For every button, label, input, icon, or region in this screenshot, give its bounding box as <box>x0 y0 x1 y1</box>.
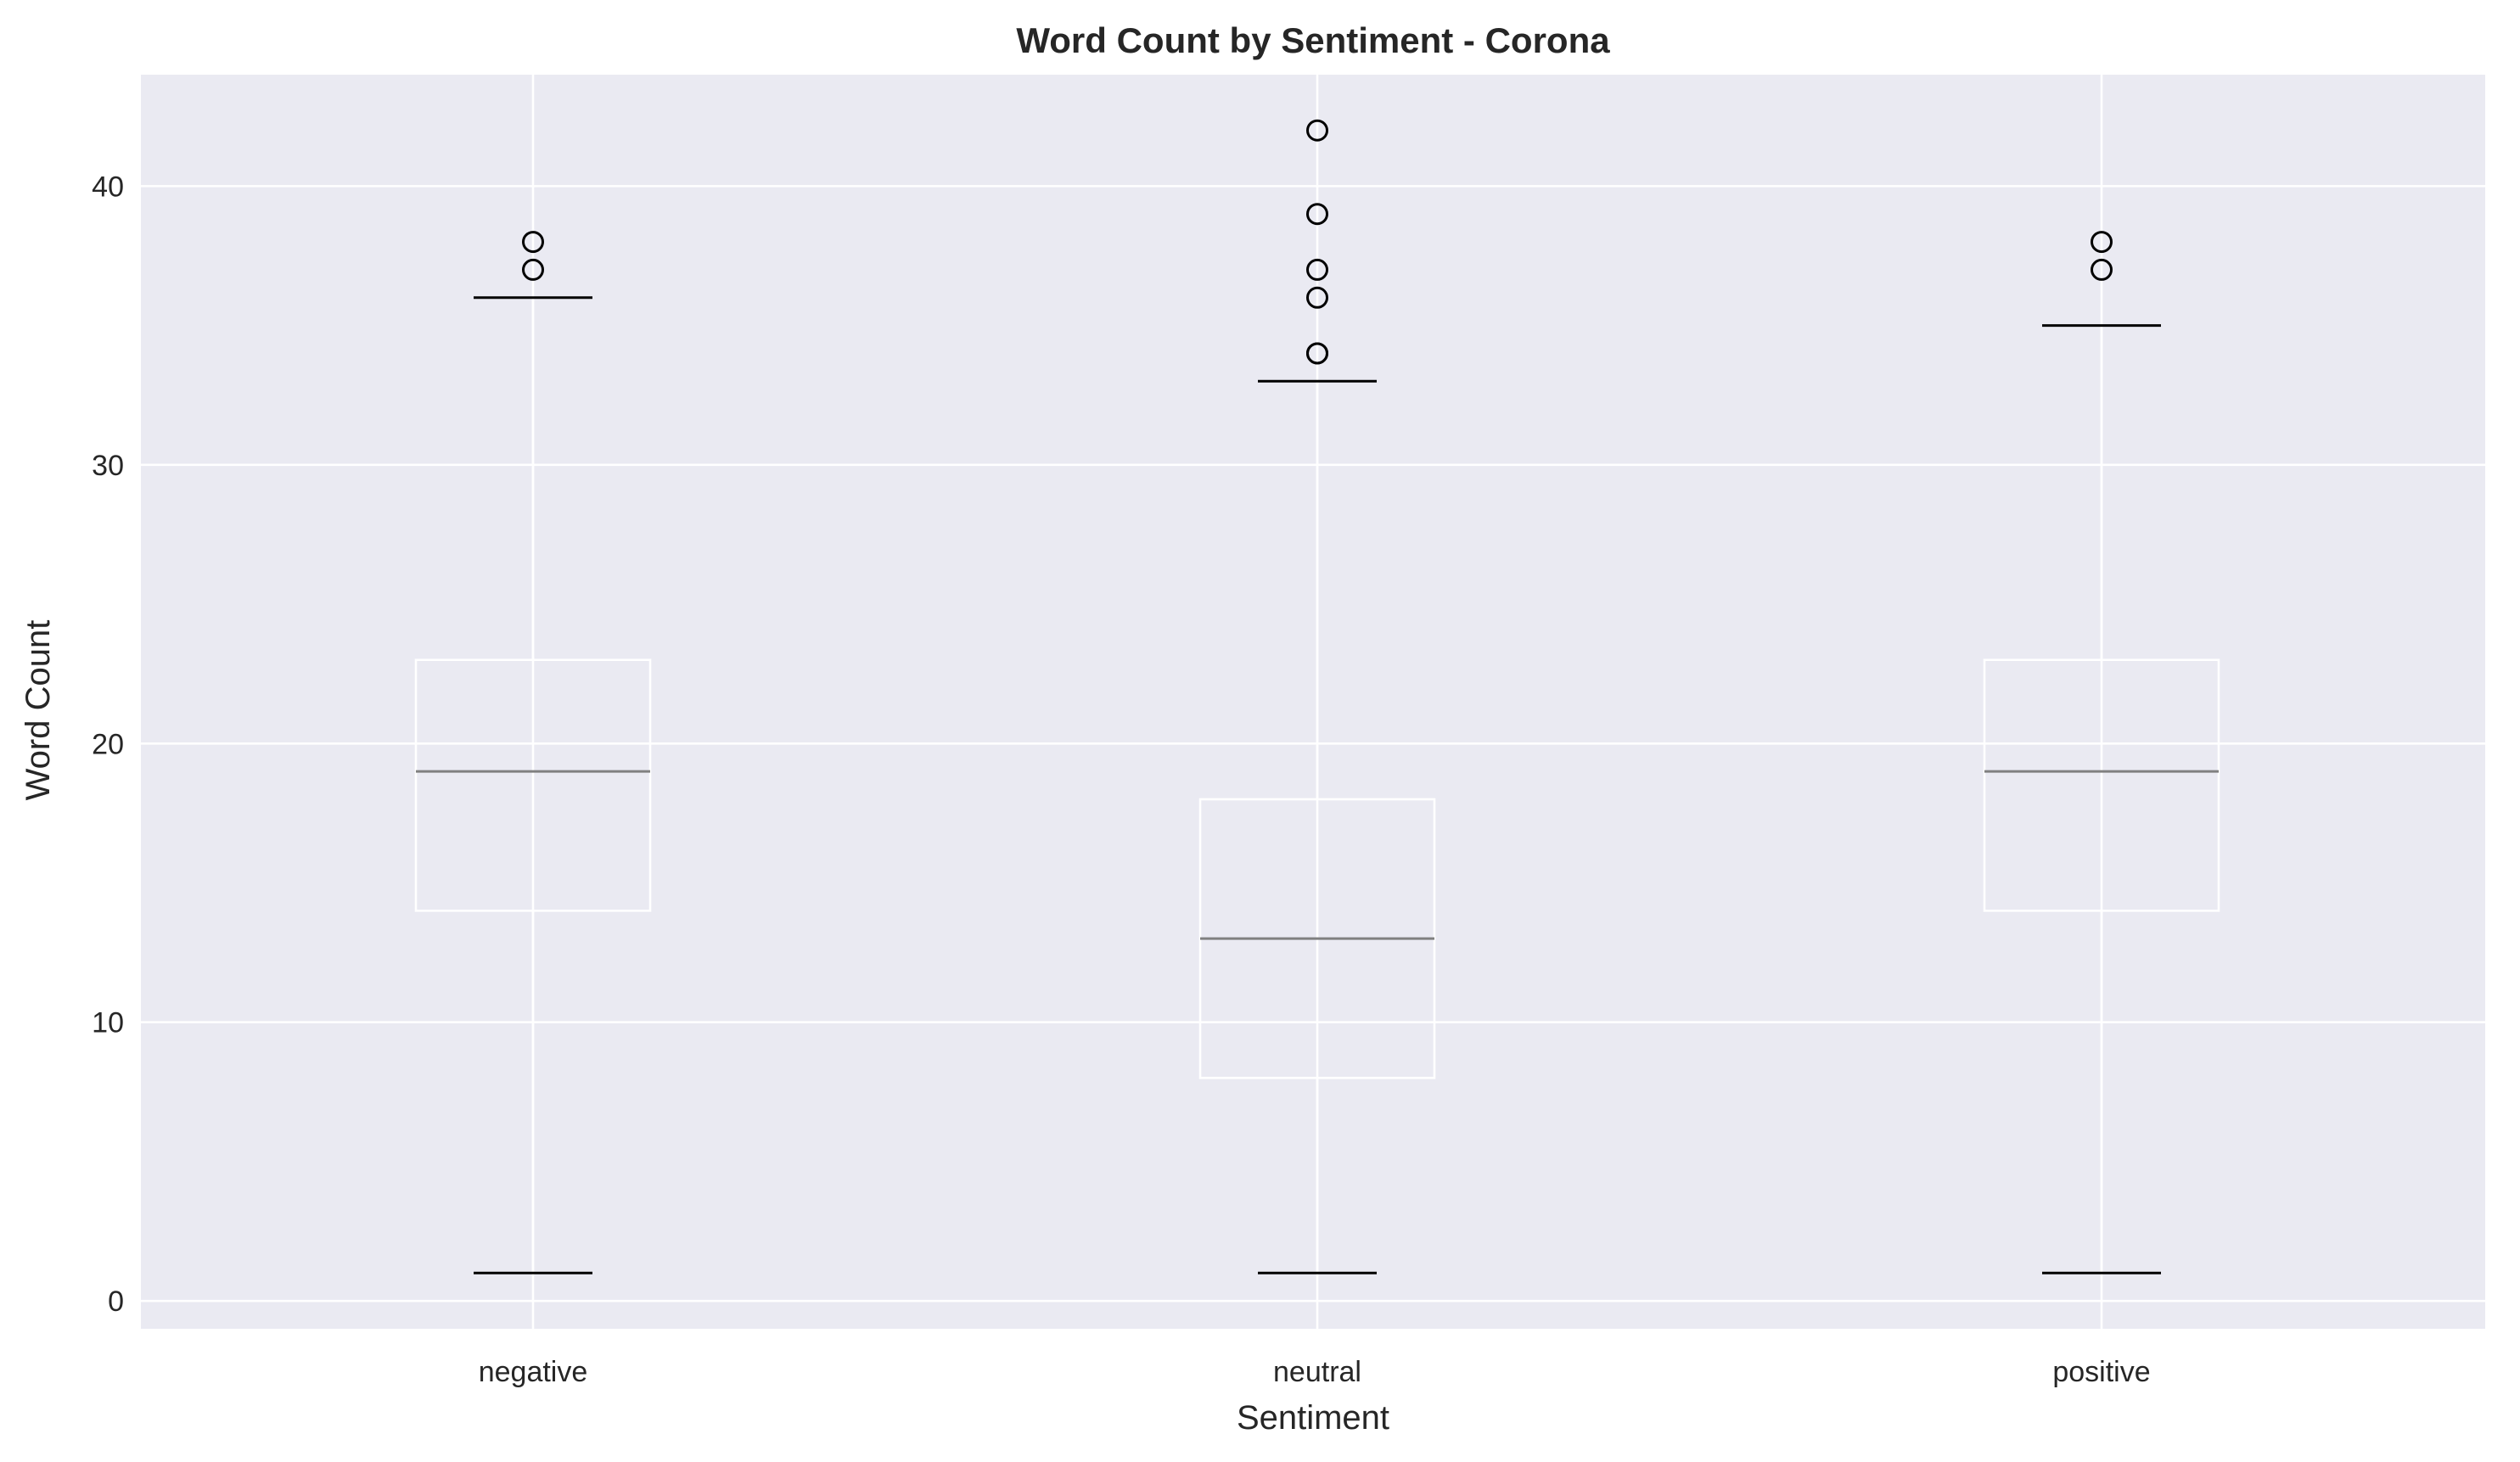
box-negative <box>414 231 652 1274</box>
x-axis-label: Sentiment <box>1237 1399 1389 1437</box>
outlier-point <box>1306 258 1328 281</box>
box-positive <box>1983 231 2220 1274</box>
x-tick-label: negative <box>479 1356 588 1388</box>
y-tick-label: 10 <box>92 1007 124 1039</box>
outlier-point <box>522 231 544 254</box>
outlier-point <box>1306 286 1328 309</box>
gridlines <box>141 75 2485 1329</box>
y-tick-label: 0 <box>108 1286 124 1318</box>
outlier-point <box>1306 203 1328 226</box>
x-tick-label: positive <box>2052 1356 2150 1388</box>
plot-background <box>141 75 2485 1329</box>
y-axis-ticks: 0 10 20 30 40 <box>92 171 124 1318</box>
iqr-box <box>414 658 652 912</box>
iqr-box <box>1983 658 2220 912</box>
outlier-point <box>2091 258 2113 281</box>
x-tick-label: neutral <box>1273 1356 1361 1388</box>
box-neutral <box>1198 119 1436 1274</box>
outlier-point <box>1306 342 1328 365</box>
outlier-point <box>522 258 544 281</box>
boxes <box>414 119 2220 1274</box>
y-axis-label: Word Count <box>20 620 57 801</box>
y-tick-label: 40 <box>92 171 124 203</box>
outlier-point <box>2091 231 2113 254</box>
y-tick-label: 20 <box>92 728 124 760</box>
chart-title: Word Count by Sentiment - Corona <box>1016 20 1610 60</box>
outlier-point <box>1306 119 1328 142</box>
x-axis-ticks: negative neutral positive <box>479 1356 2151 1388</box>
y-tick-label: 30 <box>92 450 124 482</box>
